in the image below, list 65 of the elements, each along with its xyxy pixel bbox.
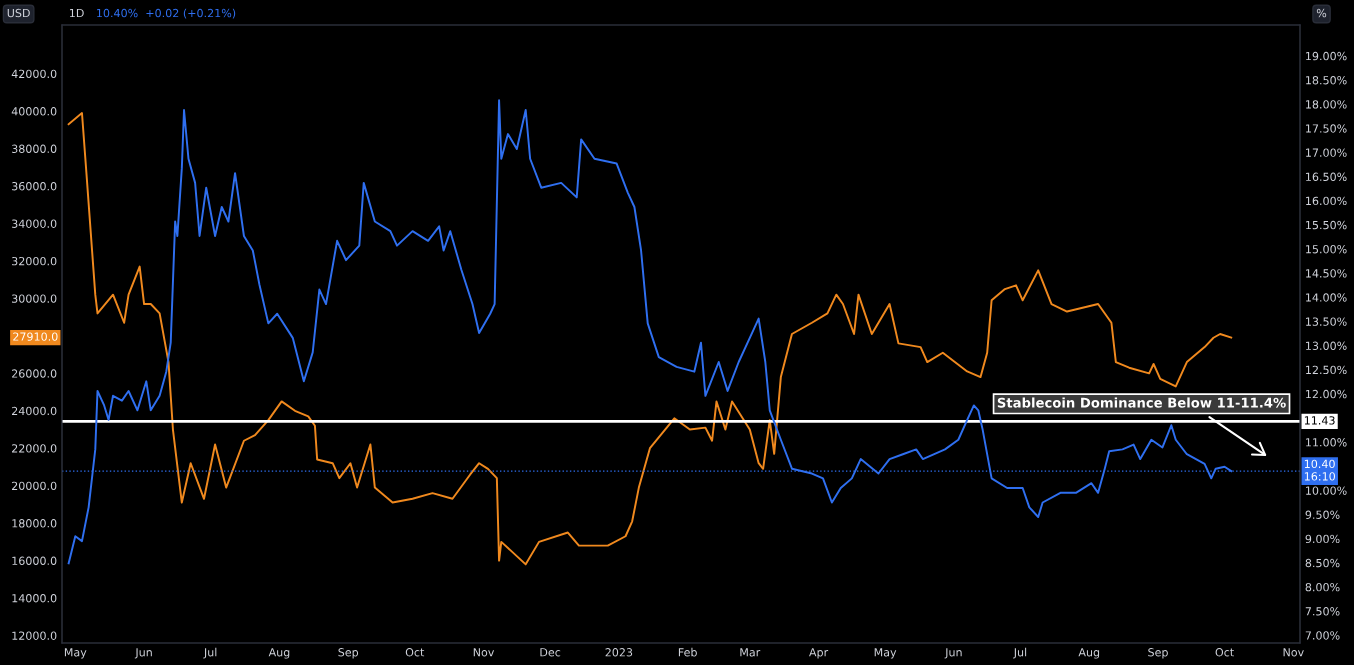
x-tick-label: Jul xyxy=(203,647,217,659)
y2-tick-label: 8.50% xyxy=(1305,558,1340,568)
x-tick-label: Sep xyxy=(338,648,359,659)
x-tick-label: Mar xyxy=(740,648,761,657)
y-tick-label: 36000.0 xyxy=(12,182,57,191)
y-tick-label: 38000.0 xyxy=(12,144,57,153)
y2-tick-label: 13.50% xyxy=(1306,317,1347,326)
x-tick-label: Aug xyxy=(1078,648,1100,659)
ref-line-label: 10.40 16:10 xyxy=(1304,459,1335,481)
y-tick-label: 12000.0 xyxy=(12,631,57,640)
x-tick-label: May xyxy=(874,648,897,659)
x-tick-label: Jul xyxy=(1013,647,1027,659)
x-tick-label: Oct xyxy=(1215,648,1234,657)
x-tick-label: Nov xyxy=(473,648,495,657)
x-tick-label: Sep xyxy=(1148,648,1168,659)
y2-tick-label: 8.00% xyxy=(1305,582,1340,592)
y2-tick-label: 17.00% xyxy=(1306,148,1347,157)
y-tick-label: 24000.0 xyxy=(12,406,57,416)
y2-tick-label: 10.00% xyxy=(1306,486,1347,495)
y-tick-label: 30000.0 xyxy=(12,294,57,303)
y2-tick-label: 14.00% xyxy=(1306,293,1347,302)
y-tick-label: 40000.0 xyxy=(11,107,57,116)
y2-tick-label: 7.50% xyxy=(1305,607,1340,616)
chart-title: 1D xyxy=(69,8,84,18)
y2-tick-label: 11.00% xyxy=(1306,438,1347,447)
y-tick-label: 22000.0 xyxy=(12,444,57,453)
x-tick-label: Oct xyxy=(405,648,425,657)
y2-tick-label: 12.00% xyxy=(1306,389,1347,399)
y2-tick-label: 15.00% xyxy=(1306,245,1347,254)
x-tick-label: Apr xyxy=(809,648,829,659)
y2-tick-label: 19.00% xyxy=(1306,51,1347,61)
y2-tick-label: 18.50% xyxy=(1306,76,1347,85)
x-tick-label: Jun xyxy=(134,648,152,659)
y2-tick-label: 16.00% xyxy=(1306,196,1347,206)
y2-tick-label: 18.00% xyxy=(1306,100,1347,109)
text: 27910.0 xyxy=(13,332,58,341)
y-tick-label: 20000.0 xyxy=(12,481,57,491)
x-tick-label: Jun xyxy=(944,648,962,659)
y2-axis-title: % xyxy=(1316,8,1327,18)
x-tick-label: Nov xyxy=(1283,648,1304,657)
y2-tick-label: 7.00% xyxy=(1305,631,1340,640)
y-tick-label: 16000.0 xyxy=(12,556,57,565)
x-tick-label: Aug xyxy=(268,648,290,659)
y2-tick-label: 9.50% xyxy=(1305,510,1340,519)
y-tick-label: 26000.0 xyxy=(12,369,57,378)
x-tick-label: Dec xyxy=(540,648,561,657)
x-tick-label: Feb xyxy=(678,647,697,657)
y-tick-label: 32000.0 xyxy=(12,256,57,266)
y2-tick-label: 13.00% xyxy=(1306,341,1347,350)
y-tick-label: 42000.0 xyxy=(11,69,57,79)
x-tick-label: May xyxy=(64,648,87,659)
y2-tick-label: 14.50% xyxy=(1306,269,1347,278)
y2-tick-label: 15.50% xyxy=(1306,220,1347,230)
ref-line-label: 11.43 xyxy=(1304,416,1335,425)
y-tick-label: 18000.0 xyxy=(12,519,57,528)
y-tick-label: 34000.0 xyxy=(12,219,57,228)
x-tick-label: 2023 xyxy=(605,648,633,657)
y2-tick-label: 17.50% xyxy=(1306,124,1347,133)
y2-tick-label: 12.50% xyxy=(1306,365,1347,375)
annotation: Stablecoin Dominance Below 11-11.4% xyxy=(997,397,1286,408)
y2-tick-label: 9.00% xyxy=(1305,534,1340,544)
y-axis-title: USD xyxy=(7,8,30,18)
chart-subtitle: 10.40% +0.02 (+0.21%) xyxy=(97,8,236,19)
y-tick-label: 14000.0 xyxy=(12,594,57,603)
y2-tick-label: 16.50% xyxy=(1306,172,1347,181)
